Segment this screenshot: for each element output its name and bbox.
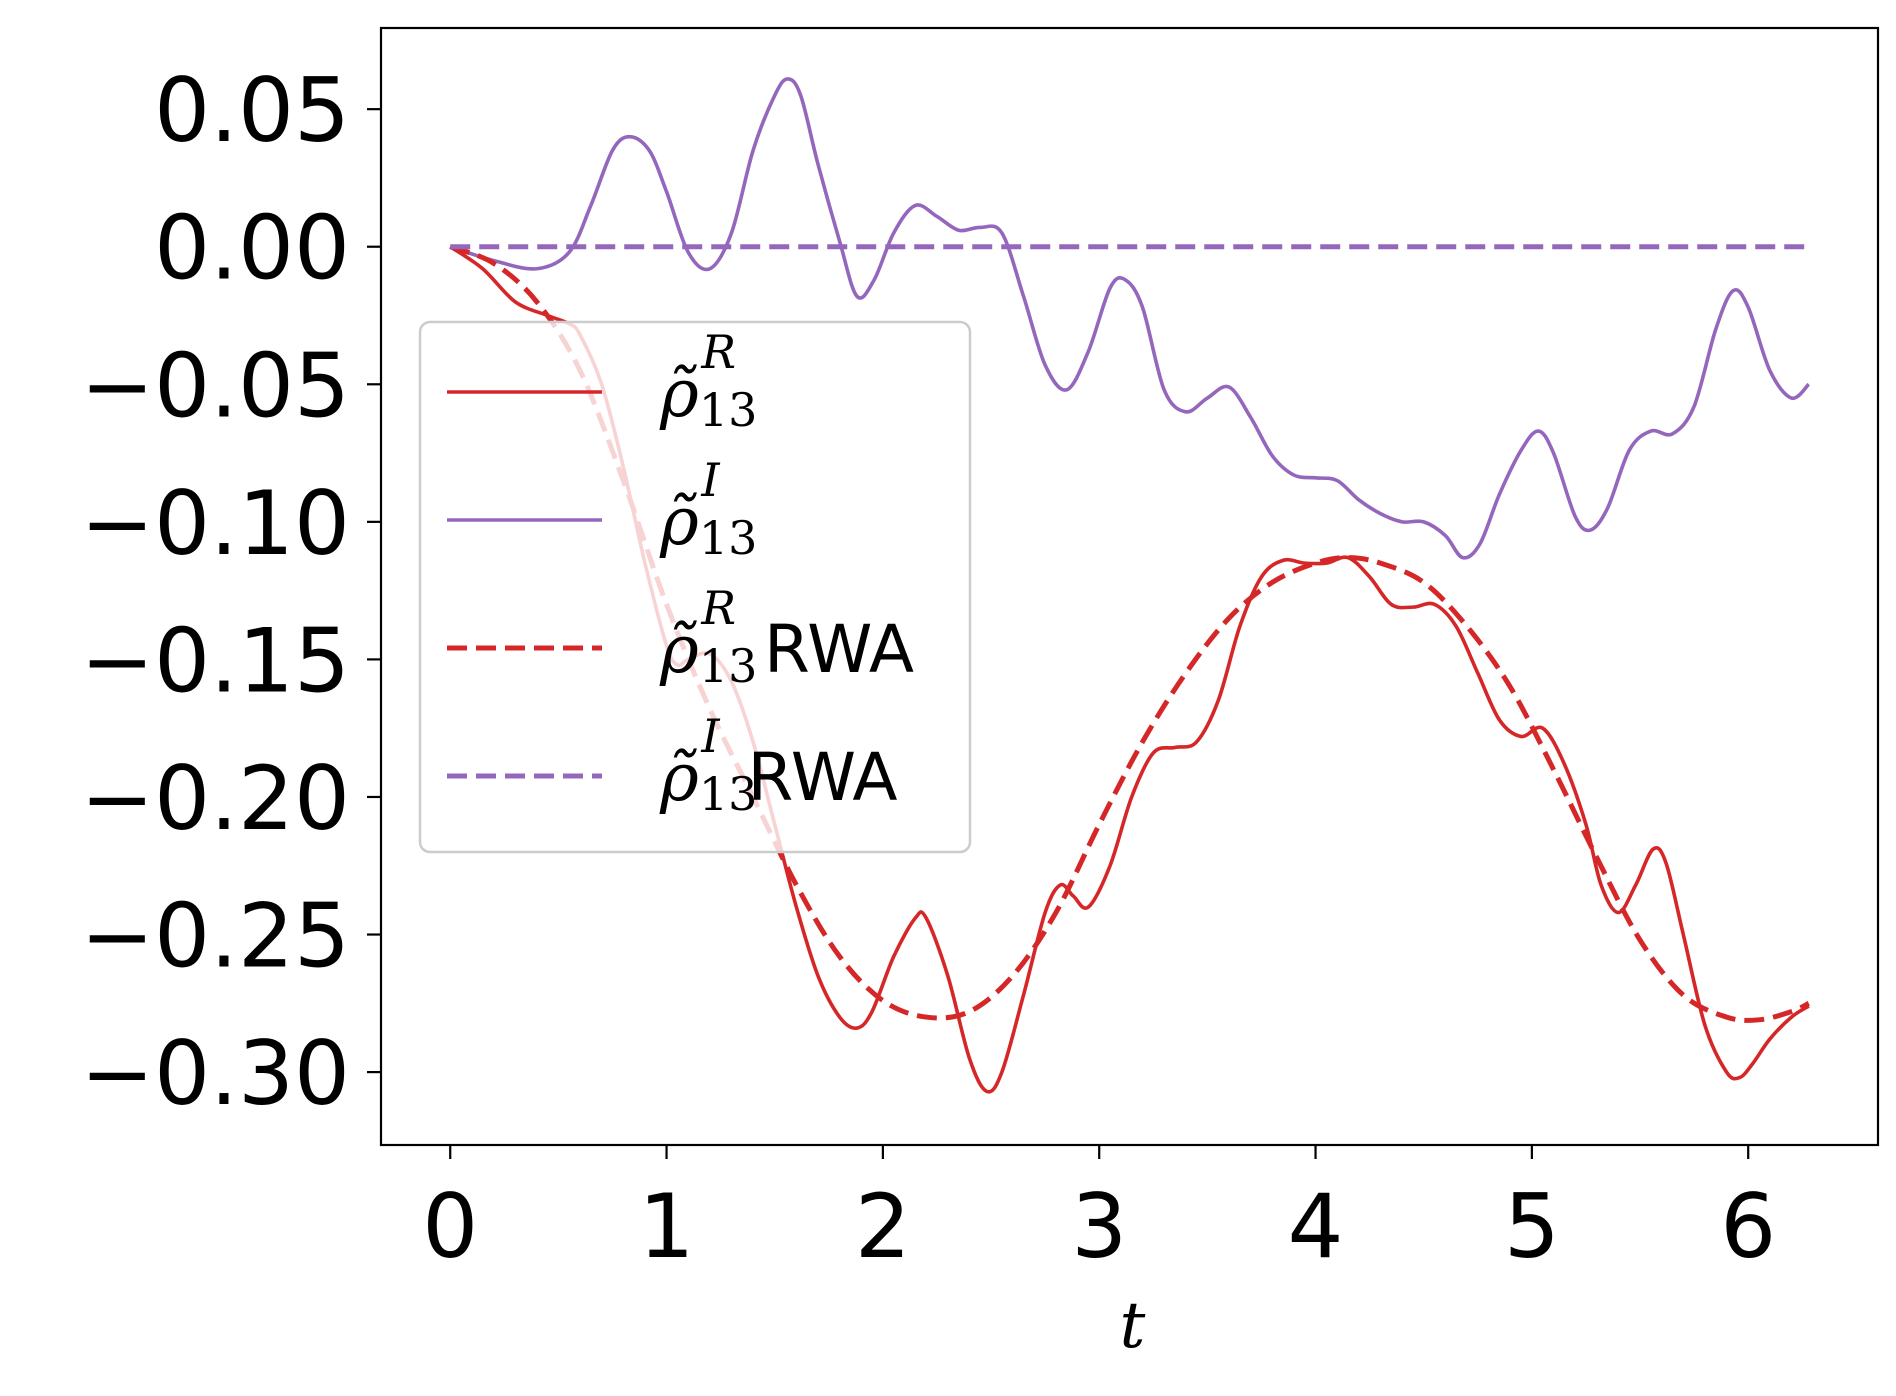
legend-label-1: ρ̃13R <box>659 325 757 437</box>
legend: ρ̃13R ρ̃13I ρ̃13RRWA ρ̃13IRWA <box>418 320 972 854</box>
y-tick-label: −0.20 <box>80 747 350 850</box>
legend-label-4: ρ̃13IRWA <box>659 709 898 821</box>
plot-frame <box>379 26 1880 1147</box>
y-tick-label: −0.25 <box>80 885 350 988</box>
y-tick-label: −0.10 <box>80 472 350 575</box>
x-tick-label: 5 <box>1504 1175 1560 1278</box>
legend-label-3: ρ̃13RRWA <box>659 581 914 693</box>
x-tick-label: 6 <box>1720 1175 1776 1278</box>
legend-label-2: ρ̃13I <box>659 453 757 565</box>
y-tick-label: 0.00 <box>154 197 350 300</box>
x-tick-label: 3 <box>1071 1175 1127 1278</box>
x-axis: 0 1 2 3 4 5 6 <box>422 1145 1776 1278</box>
x-tick-label: 4 <box>1288 1175 1344 1278</box>
y-axis: 0.05 0.00 −0.05 −0.10 −0.15 −0.20 −0.25 −0.30 <box>80 59 381 1125</box>
x-tick-label: 0 <box>422 1175 478 1278</box>
y-tick-label: −0.05 <box>80 334 350 437</box>
y-tick-label: 0.05 <box>154 59 350 162</box>
y-tick-label: −0.15 <box>80 609 350 712</box>
y-tick-label: −0.30 <box>80 1022 350 1125</box>
legend-box <box>418 320 972 854</box>
x-tick-label: 1 <box>639 1175 695 1278</box>
x-axis-title: t <box>1120 1289 1146 1363</box>
x-tick-label: 2 <box>855 1175 911 1278</box>
series-line-2 <box>449 77 1811 560</box>
